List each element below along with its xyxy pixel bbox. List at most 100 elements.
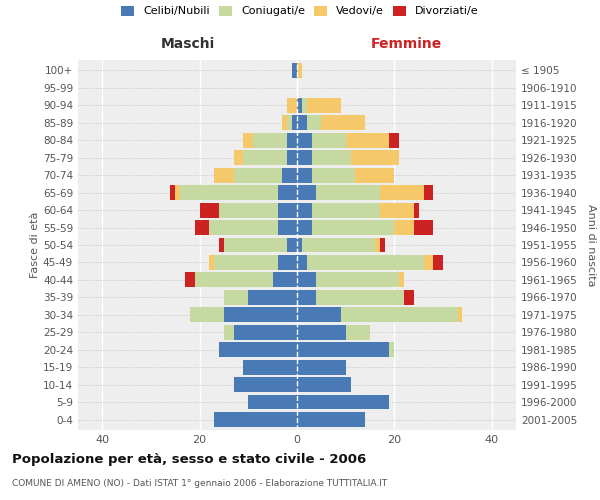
Bar: [389, 342, 394, 357]
Bar: [424, 185, 433, 200]
Bar: [355, 168, 394, 182]
Bar: [234, 377, 297, 392]
Bar: [272, 272, 297, 287]
Bar: [234, 150, 244, 165]
Bar: [297, 202, 311, 218]
Bar: [311, 133, 346, 148]
Bar: [297, 98, 302, 113]
Bar: [307, 116, 322, 130]
Bar: [278, 202, 297, 218]
Bar: [244, 360, 297, 374]
Bar: [219, 238, 224, 252]
Bar: [248, 290, 297, 305]
Bar: [287, 116, 292, 130]
Bar: [297, 342, 389, 357]
Bar: [297, 238, 302, 252]
Bar: [311, 202, 380, 218]
Bar: [244, 150, 287, 165]
Bar: [316, 290, 404, 305]
Bar: [175, 185, 180, 200]
Bar: [433, 255, 443, 270]
Bar: [287, 133, 297, 148]
Bar: [214, 412, 297, 427]
Bar: [244, 133, 253, 148]
Legend: Celibi/Nubili, Coniugati/e, Vedovi/e, Divorziati/e: Celibi/Nubili, Coniugati/e, Vedovi/e, Di…: [121, 6, 479, 16]
Bar: [404, 290, 414, 305]
Bar: [346, 325, 370, 340]
Bar: [200, 202, 219, 218]
Bar: [389, 133, 399, 148]
Bar: [283, 168, 297, 182]
Bar: [380, 238, 385, 252]
Bar: [316, 185, 380, 200]
Bar: [307, 255, 424, 270]
Bar: [287, 238, 297, 252]
Bar: [307, 98, 341, 113]
Bar: [234, 325, 297, 340]
Bar: [375, 238, 380, 252]
Bar: [394, 220, 414, 235]
Text: Maschi: Maschi: [160, 37, 215, 51]
Y-axis label: Fasce di età: Fasce di età: [30, 212, 40, 278]
Bar: [297, 255, 307, 270]
Bar: [380, 185, 424, 200]
Bar: [297, 168, 311, 182]
Bar: [224, 290, 248, 305]
Bar: [292, 116, 297, 130]
Bar: [292, 63, 297, 78]
Bar: [195, 272, 272, 287]
Bar: [170, 185, 175, 200]
Bar: [297, 63, 302, 78]
Bar: [224, 325, 234, 340]
Bar: [297, 308, 341, 322]
Bar: [346, 133, 389, 148]
Bar: [311, 150, 350, 165]
Bar: [350, 150, 399, 165]
Bar: [278, 220, 297, 235]
Bar: [287, 150, 297, 165]
Bar: [380, 202, 414, 218]
Y-axis label: Anni di nascita: Anni di nascita: [586, 204, 596, 286]
Bar: [341, 308, 458, 322]
Bar: [297, 290, 316, 305]
Bar: [287, 98, 297, 113]
Bar: [283, 116, 287, 130]
Bar: [302, 98, 307, 113]
Bar: [297, 412, 365, 427]
Bar: [214, 255, 278, 270]
Text: Popolazione per età, sesso e stato civile - 2006: Popolazione per età, sesso e stato civil…: [12, 452, 366, 466]
Text: COMUNE DI AMENO (NO) - Dati ISTAT 1° gennaio 2006 - Elaborazione TUTTITALIA.IT: COMUNE DI AMENO (NO) - Dati ISTAT 1° gen…: [12, 479, 387, 488]
Bar: [424, 255, 433, 270]
Bar: [302, 238, 375, 252]
Bar: [234, 168, 283, 182]
Bar: [209, 255, 214, 270]
Bar: [414, 202, 419, 218]
Bar: [224, 238, 287, 252]
Bar: [297, 116, 307, 130]
Bar: [399, 272, 404, 287]
Bar: [297, 220, 311, 235]
Bar: [316, 272, 399, 287]
Bar: [414, 220, 433, 235]
Bar: [209, 220, 278, 235]
Bar: [297, 394, 389, 409]
Bar: [311, 220, 394, 235]
Bar: [190, 308, 224, 322]
Bar: [219, 202, 278, 218]
Bar: [253, 133, 287, 148]
Text: Femmine: Femmine: [371, 37, 442, 51]
Bar: [248, 394, 297, 409]
Bar: [322, 116, 365, 130]
Bar: [278, 185, 297, 200]
Bar: [297, 360, 346, 374]
Bar: [297, 185, 316, 200]
Bar: [311, 168, 355, 182]
Bar: [297, 272, 316, 287]
Bar: [297, 377, 350, 392]
Bar: [185, 272, 195, 287]
Bar: [278, 255, 297, 270]
Bar: [219, 342, 297, 357]
Bar: [297, 325, 346, 340]
Bar: [458, 308, 463, 322]
Bar: [297, 133, 311, 148]
